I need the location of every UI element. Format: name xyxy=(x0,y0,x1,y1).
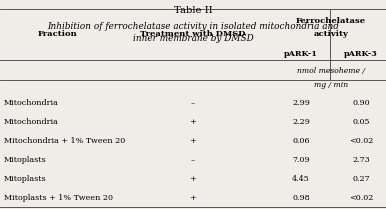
Text: 0.06: 0.06 xyxy=(292,137,310,145)
Text: 0.98: 0.98 xyxy=(292,194,310,201)
Text: <0.02: <0.02 xyxy=(349,137,373,145)
Text: –: – xyxy=(191,99,195,107)
Text: Mitochondria: Mitochondria xyxy=(4,118,59,126)
Text: +: + xyxy=(190,137,196,145)
Text: 4.45: 4.45 xyxy=(292,175,310,183)
Text: +: + xyxy=(190,175,196,183)
Text: +: + xyxy=(190,194,196,201)
Text: inner membrane by DMSD: inner membrane by DMSD xyxy=(133,34,253,43)
Text: Mitoplasts + 1% Tween 20: Mitoplasts + 1% Tween 20 xyxy=(4,194,113,201)
Text: Mitochondria + 1% Tween 20: Mitochondria + 1% Tween 20 xyxy=(4,137,125,145)
Text: 7.09: 7.09 xyxy=(292,156,310,164)
Text: 2.99: 2.99 xyxy=(292,99,310,107)
Text: 0.27: 0.27 xyxy=(352,175,370,183)
Text: Table II: Table II xyxy=(174,6,212,15)
Text: 2.29: 2.29 xyxy=(292,118,310,126)
Text: Fraction: Fraction xyxy=(38,31,78,38)
Text: –: – xyxy=(191,156,195,164)
Text: +: + xyxy=(190,118,196,126)
Text: nmol mesoheme /: nmol mesoheme / xyxy=(297,67,365,75)
Text: activity: activity xyxy=(313,30,349,38)
Text: pARK-3: pARK-3 xyxy=(344,50,378,58)
Text: 2.73: 2.73 xyxy=(352,156,370,164)
Text: Mitoplasts: Mitoplasts xyxy=(4,175,46,183)
Text: 0.90: 0.90 xyxy=(352,99,370,107)
Text: pARK-1: pARK-1 xyxy=(284,50,318,58)
Text: <0.02: <0.02 xyxy=(349,194,373,201)
Text: mg / min: mg / min xyxy=(314,81,348,89)
Text: Treatment with DMSD: Treatment with DMSD xyxy=(140,31,246,38)
Text: Mitoplasts: Mitoplasts xyxy=(4,156,46,164)
Text: Ferrochelatase: Ferrochelatase xyxy=(296,17,366,25)
Text: Inhibition of ferrochelatase activity in isolated mitochondria and: Inhibition of ferrochelatase activity in… xyxy=(47,22,339,31)
Text: Mitochondria: Mitochondria xyxy=(4,99,59,107)
Text: 0.05: 0.05 xyxy=(352,118,370,126)
